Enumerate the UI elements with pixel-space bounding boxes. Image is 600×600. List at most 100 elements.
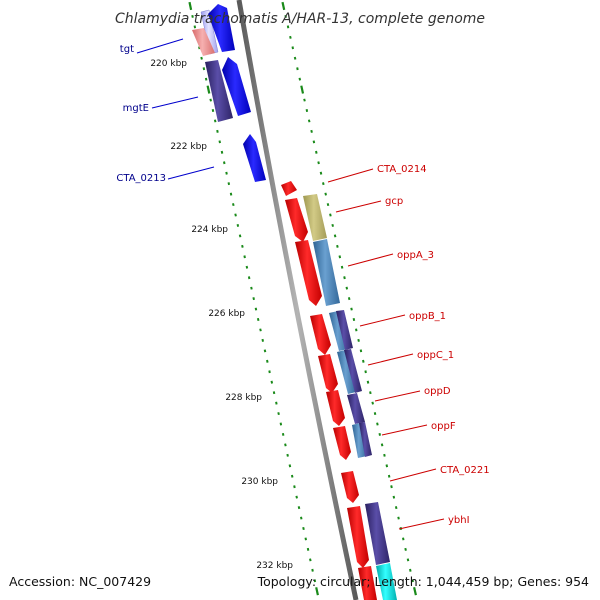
tick-inner [232, 203, 235, 207]
tick-inner [288, 464, 292, 468]
tick-inner [193, 25, 197, 29]
tick-inner [309, 558, 312, 562]
gene-oppA_3 [313, 239, 340, 306]
leader-oppA_3 [347, 253, 394, 267]
gene-label-tgt[interactable]: tgt [120, 44, 134, 55]
tick-inner [313, 579, 317, 583]
tick-outer [284, 14, 287, 18]
tick-outer [387, 474, 391, 478]
reverse-strand-genes [281, 181, 397, 600]
tick-outer [413, 587, 417, 596]
tick-outer [378, 433, 381, 436]
tick-outer [338, 255, 342, 259]
tick-outer [281, 1, 286, 11]
gene-label-CTA_0214[interactable]: CTA_0214 [377, 164, 427, 175]
tick-outer [324, 192, 327, 196]
gene-label-CTA_0221[interactable]: CTA_0221 [440, 465, 490, 476]
tick-outer [310, 129, 313, 133]
leader-oppC_1 [367, 353, 414, 366]
ruler-label-230: 230 kbp [241, 477, 278, 487]
tick-inner [247, 276, 251, 280]
leader-tgt [136, 38, 184, 54]
tick-inner [272, 391, 276, 395]
tick-outer [340, 265, 344, 269]
gene-labels-right: CTA_0214 gcp oppA_3 oppB_1 oppC_1 oppD o… [377, 164, 490, 526]
ruler-ticks [188, 1, 417, 596]
gene-mgtE-partner [222, 57, 251, 116]
tick-inner [277, 412, 280, 416]
tick-outer [390, 485, 393, 489]
tick-inner [311, 568, 314, 572]
tick-outer [371, 401, 374, 405]
tick-outer [364, 370, 367, 374]
tick-outer [312, 140, 316, 144]
tick-inner [275, 401, 278, 405]
gene-label-CTA_0213[interactable]: CTA_0213 [116, 173, 166, 184]
gene-label-oppB_1[interactable]: oppB_1 [409, 311, 446, 322]
tick-outer [319, 171, 323, 175]
tick-inner [204, 77, 208, 81]
ruler-label-228: 228 kbp [225, 393, 262, 403]
tick-outer [380, 443, 384, 447]
gene-oppA_3-red [295, 240, 322, 306]
leader-CTA_0221 [389, 468, 437, 482]
leader-ybhI [398, 518, 445, 530]
topology-text: Topology: circular; Length: 1,044,459 bp… [257, 574, 589, 589]
tick-inner [200, 56, 203, 60]
tick-outer [376, 422, 379, 426]
tick-inner [297, 506, 301, 510]
gene-label-oppC_1[interactable]: oppC_1 [417, 350, 454, 361]
leader-CTA_0213 [167, 166, 215, 180]
tick-inner [243, 255, 246, 259]
tick-inner [268, 370, 271, 374]
tick-outer [298, 77, 302, 81]
tick-inner [259, 328, 262, 332]
tick-inner [245, 265, 249, 269]
tick-outer [305, 109, 309, 112]
gene-next-red [358, 566, 377, 600]
tick-outer [317, 161, 320, 165]
ruler-label-224: 224 kbp [191, 225, 228, 235]
gene-label-gcp[interactable]: gcp [385, 196, 403, 207]
gene-leader-lines [136, 38, 445, 530]
tick-outer [329, 213, 332, 217]
gene-oppC_1-navy [344, 349, 362, 393]
gene-label-oppF[interactable]: oppF [431, 421, 456, 432]
accession-text: Accession: NC_007429 [9, 574, 151, 589]
tick-inner [206, 85, 211, 94]
gene-oppF-red [333, 426, 351, 460]
leader-CTA_0214 [327, 168, 374, 183]
tick-inner [213, 119, 217, 123]
ruler-labels: 220 kbp 222 kbp 224 kbp 226 kbp 228 kbp … [150, 59, 293, 571]
tick-inner [225, 171, 228, 175]
tick-outer [366, 380, 370, 384]
tick-outer [402, 537, 405, 541]
leader-gcp [335, 200, 382, 213]
gene-oppB_1-navy [336, 310, 353, 350]
leader-oppD [374, 390, 421, 402]
tick-inner [202, 67, 206, 71]
tick-outer [345, 286, 349, 290]
tick-inner [266, 359, 269, 363]
gene-mgtE [205, 60, 233, 122]
genome-backbone [236, 0, 359, 600]
tick-outer [397, 516, 400, 520]
ruler-label-226: 226 kbp [208, 309, 245, 319]
tick-outer [293, 56, 297, 60]
gene-label-mgtE[interactable]: mgtE [123, 103, 149, 114]
tick-outer [362, 359, 365, 363]
gene-tgt-partner [208, 4, 235, 52]
tick-outer [394, 506, 398, 510]
gene-label-oppA_3[interactable]: oppA_3 [397, 250, 434, 261]
gene-label-oppD[interactable]: oppD [424, 386, 451, 397]
tick-inner [302, 526, 305, 531]
gene-CTA_0214 [281, 181, 297, 196]
tick-outer [343, 276, 346, 280]
tick-inner [220, 150, 224, 154]
gene-tgt [192, 28, 215, 56]
tick-inner [306, 547, 310, 551]
tick-outer [369, 391, 372, 395]
gene-gcp-red [285, 198, 308, 242]
gene-label-ybhI[interactable]: ybhI [448, 515, 470, 526]
tick-inner [234, 213, 237, 217]
